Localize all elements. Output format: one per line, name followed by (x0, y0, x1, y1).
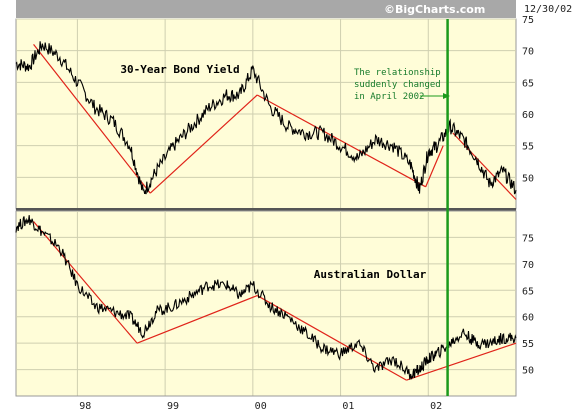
aud-trend-line (406, 342, 517, 381)
x-tick-label: 99 (167, 401, 179, 412)
aud-price-line (15, 215, 517, 380)
aud-ytick-label: 55 (522, 339, 534, 350)
x-tick-label: 98 (79, 401, 91, 412)
annotation-line: The relationship (354, 68, 441, 78)
x-tick-label: 01 (342, 401, 354, 412)
bond-ytick-label: 55 (522, 142, 534, 153)
annotation-line: suddenly changed (354, 80, 441, 90)
bond-ytick-label: 50 (522, 173, 534, 184)
x-tick-label: 02 (430, 401, 442, 412)
bond-ytick-label: 65 (522, 78, 534, 89)
aud-panel: 50 55 60 65 70 75 Australian Dollar (15, 210, 534, 397)
aud-ytick-label: 60 (522, 313, 534, 324)
aud-title: Australian Dollar (314, 268, 427, 281)
bond-yield-panel: 50 55 60 65 70 75 30-Year Bond Yield The relati… (15, 15, 534, 211)
x-tick-label: 00 (255, 401, 267, 412)
aud-trend-line (136, 295, 258, 344)
aud-ytick-label: 50 (522, 366, 534, 377)
bond-ytick-label: 60 (522, 110, 534, 121)
bond-title: 30-Year Bond Yield (120, 63, 239, 76)
x-axis: 98 99 00 01 02 (16, 395, 516, 412)
panel-divider (16, 208, 516, 211)
bond-price-line (15, 41, 517, 195)
bond-trend-line (425, 145, 444, 188)
aud-ytick-label: 70 (522, 260, 534, 271)
bond-ytick-label: 70 (522, 47, 534, 58)
chart-date: 12/30/02 (524, 4, 573, 15)
brand-label: ©BigCharts.com (384, 3, 486, 16)
annotation-line: in April 2002 (354, 92, 424, 102)
bond-trend-line (33, 43, 151, 194)
header-bar: ©BigCharts.com (16, 0, 516, 18)
bond-trend-line (149, 94, 258, 194)
bond-trend-line (256, 94, 426, 188)
aud-ytick-label: 75 (522, 233, 534, 244)
aud-ytick-label: 65 (522, 286, 534, 297)
bond-ytick-label: 75 (522, 15, 534, 26)
bond-trend-line (452, 132, 517, 200)
